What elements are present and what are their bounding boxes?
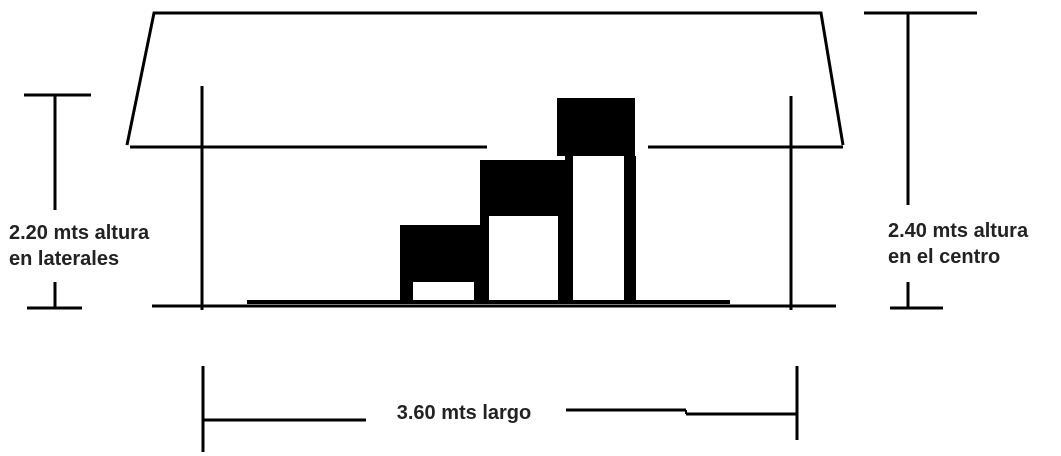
step-mid-left-leg — [480, 216, 489, 304]
center-height-dimension — [864, 11, 977, 310]
roof-outline — [125, 11, 845, 146]
length-label: 3.60 mts largo — [366, 400, 562, 426]
step-high-top — [557, 98, 635, 156]
display-steps — [400, 98, 636, 304]
step-high-right-leg — [624, 156, 636, 304]
step-mid-top — [480, 160, 572, 216]
side-height-line2: en laterales — [9, 248, 120, 270]
step-low-left-leg — [400, 282, 413, 304]
side-height-label: 2.20 mts altura en laterales — [9, 220, 149, 272]
center-height-label: 2.40 mts altura en el centro — [888, 218, 1028, 270]
side-height-dimension — [24, 93, 91, 310]
side-height-line1: 2.20 mts altura — [9, 222, 150, 244]
length-dimension — [201, 366, 799, 452]
step-low-top — [400, 225, 484, 282]
step-high-left-leg — [565, 156, 573, 304]
center-height-line1: 2.40 mts altura — [888, 220, 1029, 242]
center-height-line2: en el centro — [888, 246, 1001, 268]
